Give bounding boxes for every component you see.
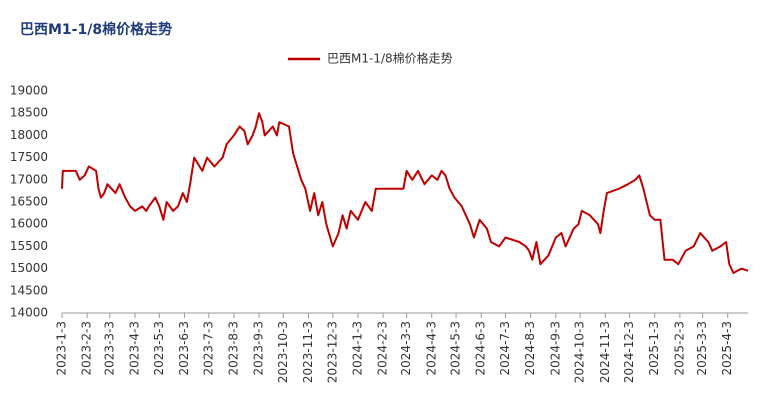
y-tick-label: 14500 — [10, 283, 48, 297]
x-tick-label: 2024-2-3 — [376, 321, 390, 375]
x-tick-label: 2023-11-3 — [301, 321, 315, 383]
x-tick-label: 2023-2-3 — [80, 321, 94, 375]
y-tick-label: 17500 — [10, 150, 48, 164]
x-tick-label: 2023-10-3 — [276, 321, 290, 383]
chart-title: 巴西M1-1/8棉价格走势 — [20, 21, 172, 38]
x-tick-label: 2025-2-3 — [672, 321, 686, 375]
x-tick-label: 2023-1-3 — [55, 321, 69, 375]
x-tick-label: 2024-1-3 — [350, 321, 364, 375]
x-tick-label: 2024-3-3 — [399, 321, 413, 375]
y-tick-label: 16000 — [10, 217, 48, 231]
y-tick-label: 15500 — [10, 239, 48, 253]
y-tick-label: 15000 — [10, 261, 48, 275]
x-tick-label: 2024-6-3 — [474, 321, 488, 375]
x-tick-label: 2023-6-3 — [177, 321, 191, 375]
x-tick-label: 2024-7-3 — [498, 321, 512, 375]
x-tick-label: 2023-4-3 — [127, 321, 141, 375]
x-tick-label: 2024-4-3 — [424, 321, 438, 375]
x-tick-label: 2023-7-3 — [201, 321, 215, 375]
line-series — [61, 112, 749, 274]
x-tick-label: 2023-8-3 — [226, 321, 240, 375]
x-tick-label: 2023-9-3 — [252, 321, 266, 375]
x-tick-label: 2024-9-3 — [548, 321, 562, 375]
y-tick-label: 18000 — [10, 128, 48, 142]
y-tick-label: 16500 — [10, 195, 48, 209]
x-tick-label: 2024-12-3 — [622, 321, 636, 383]
x-tick-label: 2023-12-3 — [325, 321, 339, 383]
x-tick-label: 2023-5-3 — [152, 321, 166, 375]
x-tick-label: 2023-3-3 — [102, 321, 116, 375]
y-tick-label: 17000 — [10, 172, 48, 186]
x-tick-label: 2024-10-3 — [573, 321, 587, 383]
y-tick-label: 19000 — [10, 84, 48, 98]
x-tick-label: 2025-3-3 — [695, 321, 709, 375]
x-tick-label: 2024-5-3 — [449, 321, 463, 375]
legend-label: 巴西M1-1/8棉价格走势 — [327, 51, 453, 66]
y-tick-label: 14000 — [10, 306, 48, 320]
x-tick-label: 2025-1-3 — [647, 321, 661, 375]
x-tick-label: 2024-8-3 — [523, 321, 537, 375]
x-tick-label: 2025-4-3 — [720, 321, 734, 375]
y-tick-label: 18500 — [10, 106, 48, 120]
x-tick-label: 2024-11-3 — [598, 321, 612, 383]
